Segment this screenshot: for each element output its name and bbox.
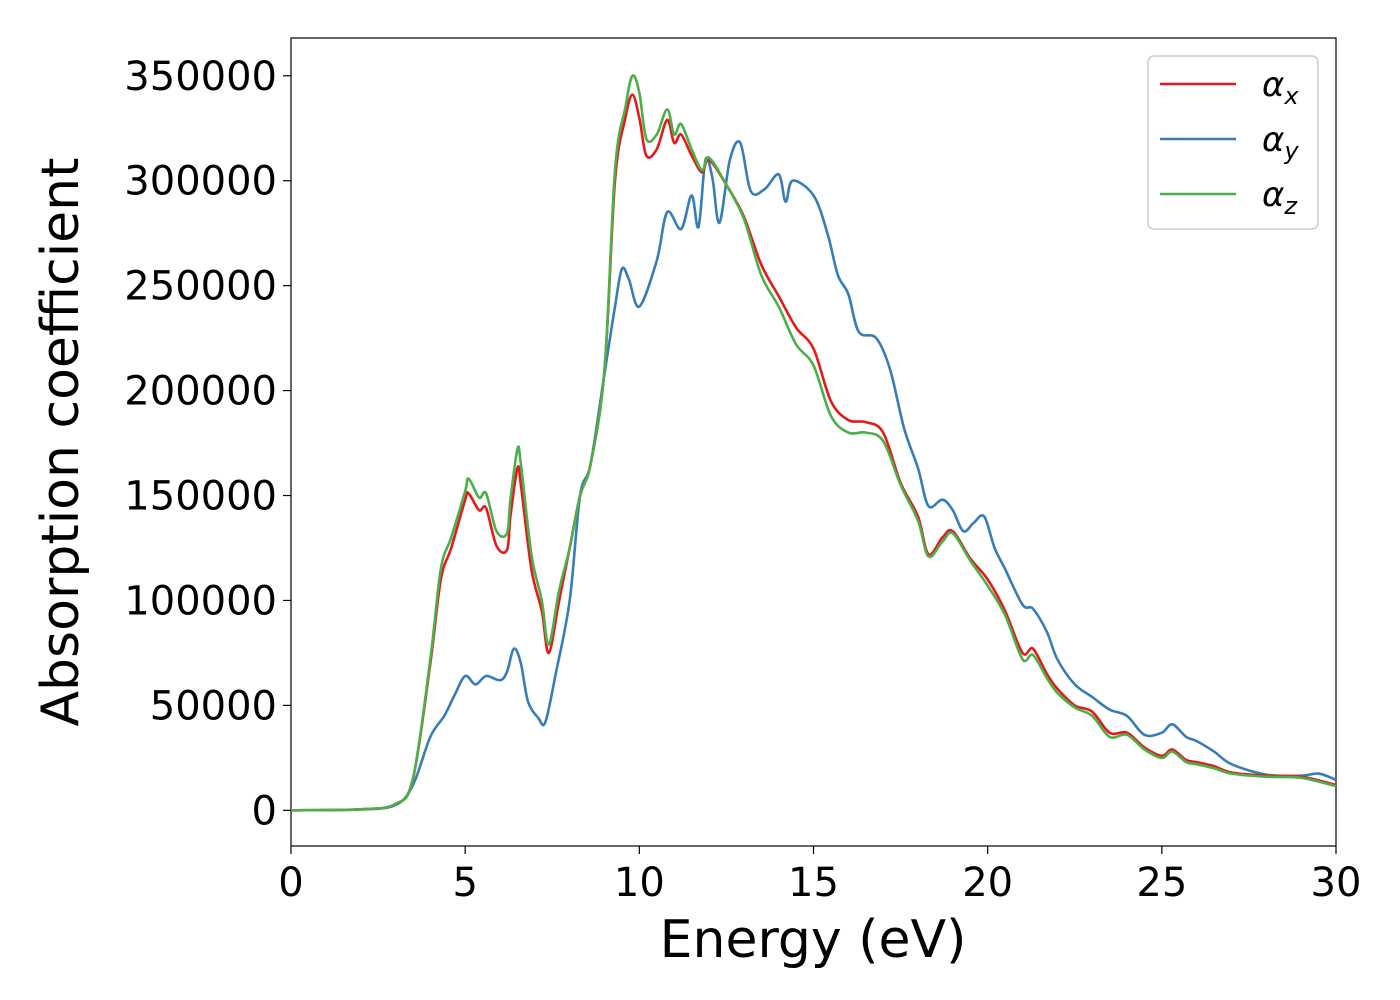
y-tick-label: 150000 (124, 474, 277, 520)
x-tick-label: 5 (452, 860, 477, 906)
y-tick-label: 100000 (124, 578, 277, 624)
y-axis-label: Absorption coefficient (31, 157, 91, 726)
series-layer (290, 74, 1337, 812)
y-tick-label: 50000 (150, 683, 277, 729)
legend-label-z: αz (1262, 175, 1298, 220)
x-tick-label: 10 (614, 860, 665, 906)
y-tick-label: 300000 (124, 159, 277, 205)
y-tick-label: 250000 (124, 264, 277, 310)
y-tick-label: 200000 (124, 369, 277, 415)
x-tick-label: 25 (1136, 860, 1187, 906)
legend-label-y: αy (1262, 120, 1299, 165)
x-axis: 0 5 10 15 20 25 30 (278, 846, 1361, 906)
series-line-y (290, 140, 1337, 812)
legend: αx αy αz (1147, 55, 1319, 230)
x-tick-label: 30 (1311, 860, 1362, 906)
x-tick-label: 20 (962, 860, 1013, 906)
legend-box (1147, 55, 1319, 230)
x-tick-label: 15 (788, 860, 839, 906)
series-line-z (290, 74, 1337, 812)
y-tick-label: 0 (252, 788, 277, 834)
legend-items: αx αy αz (1160, 65, 1299, 220)
plot-area: 0 5 10 15 20 25 30 0 50000 100000 150000 200000 250… (124, 37, 1361, 906)
legend-label-x: αx (1262, 65, 1299, 110)
x-tick-label: 0 (278, 860, 303, 906)
y-axis: 0 50000 100000 150000 200000 250000 300000 3500… (124, 54, 291, 834)
x-axis-label: Energy (eV) (660, 910, 967, 970)
y-tick-label: 350000 (124, 54, 277, 100)
